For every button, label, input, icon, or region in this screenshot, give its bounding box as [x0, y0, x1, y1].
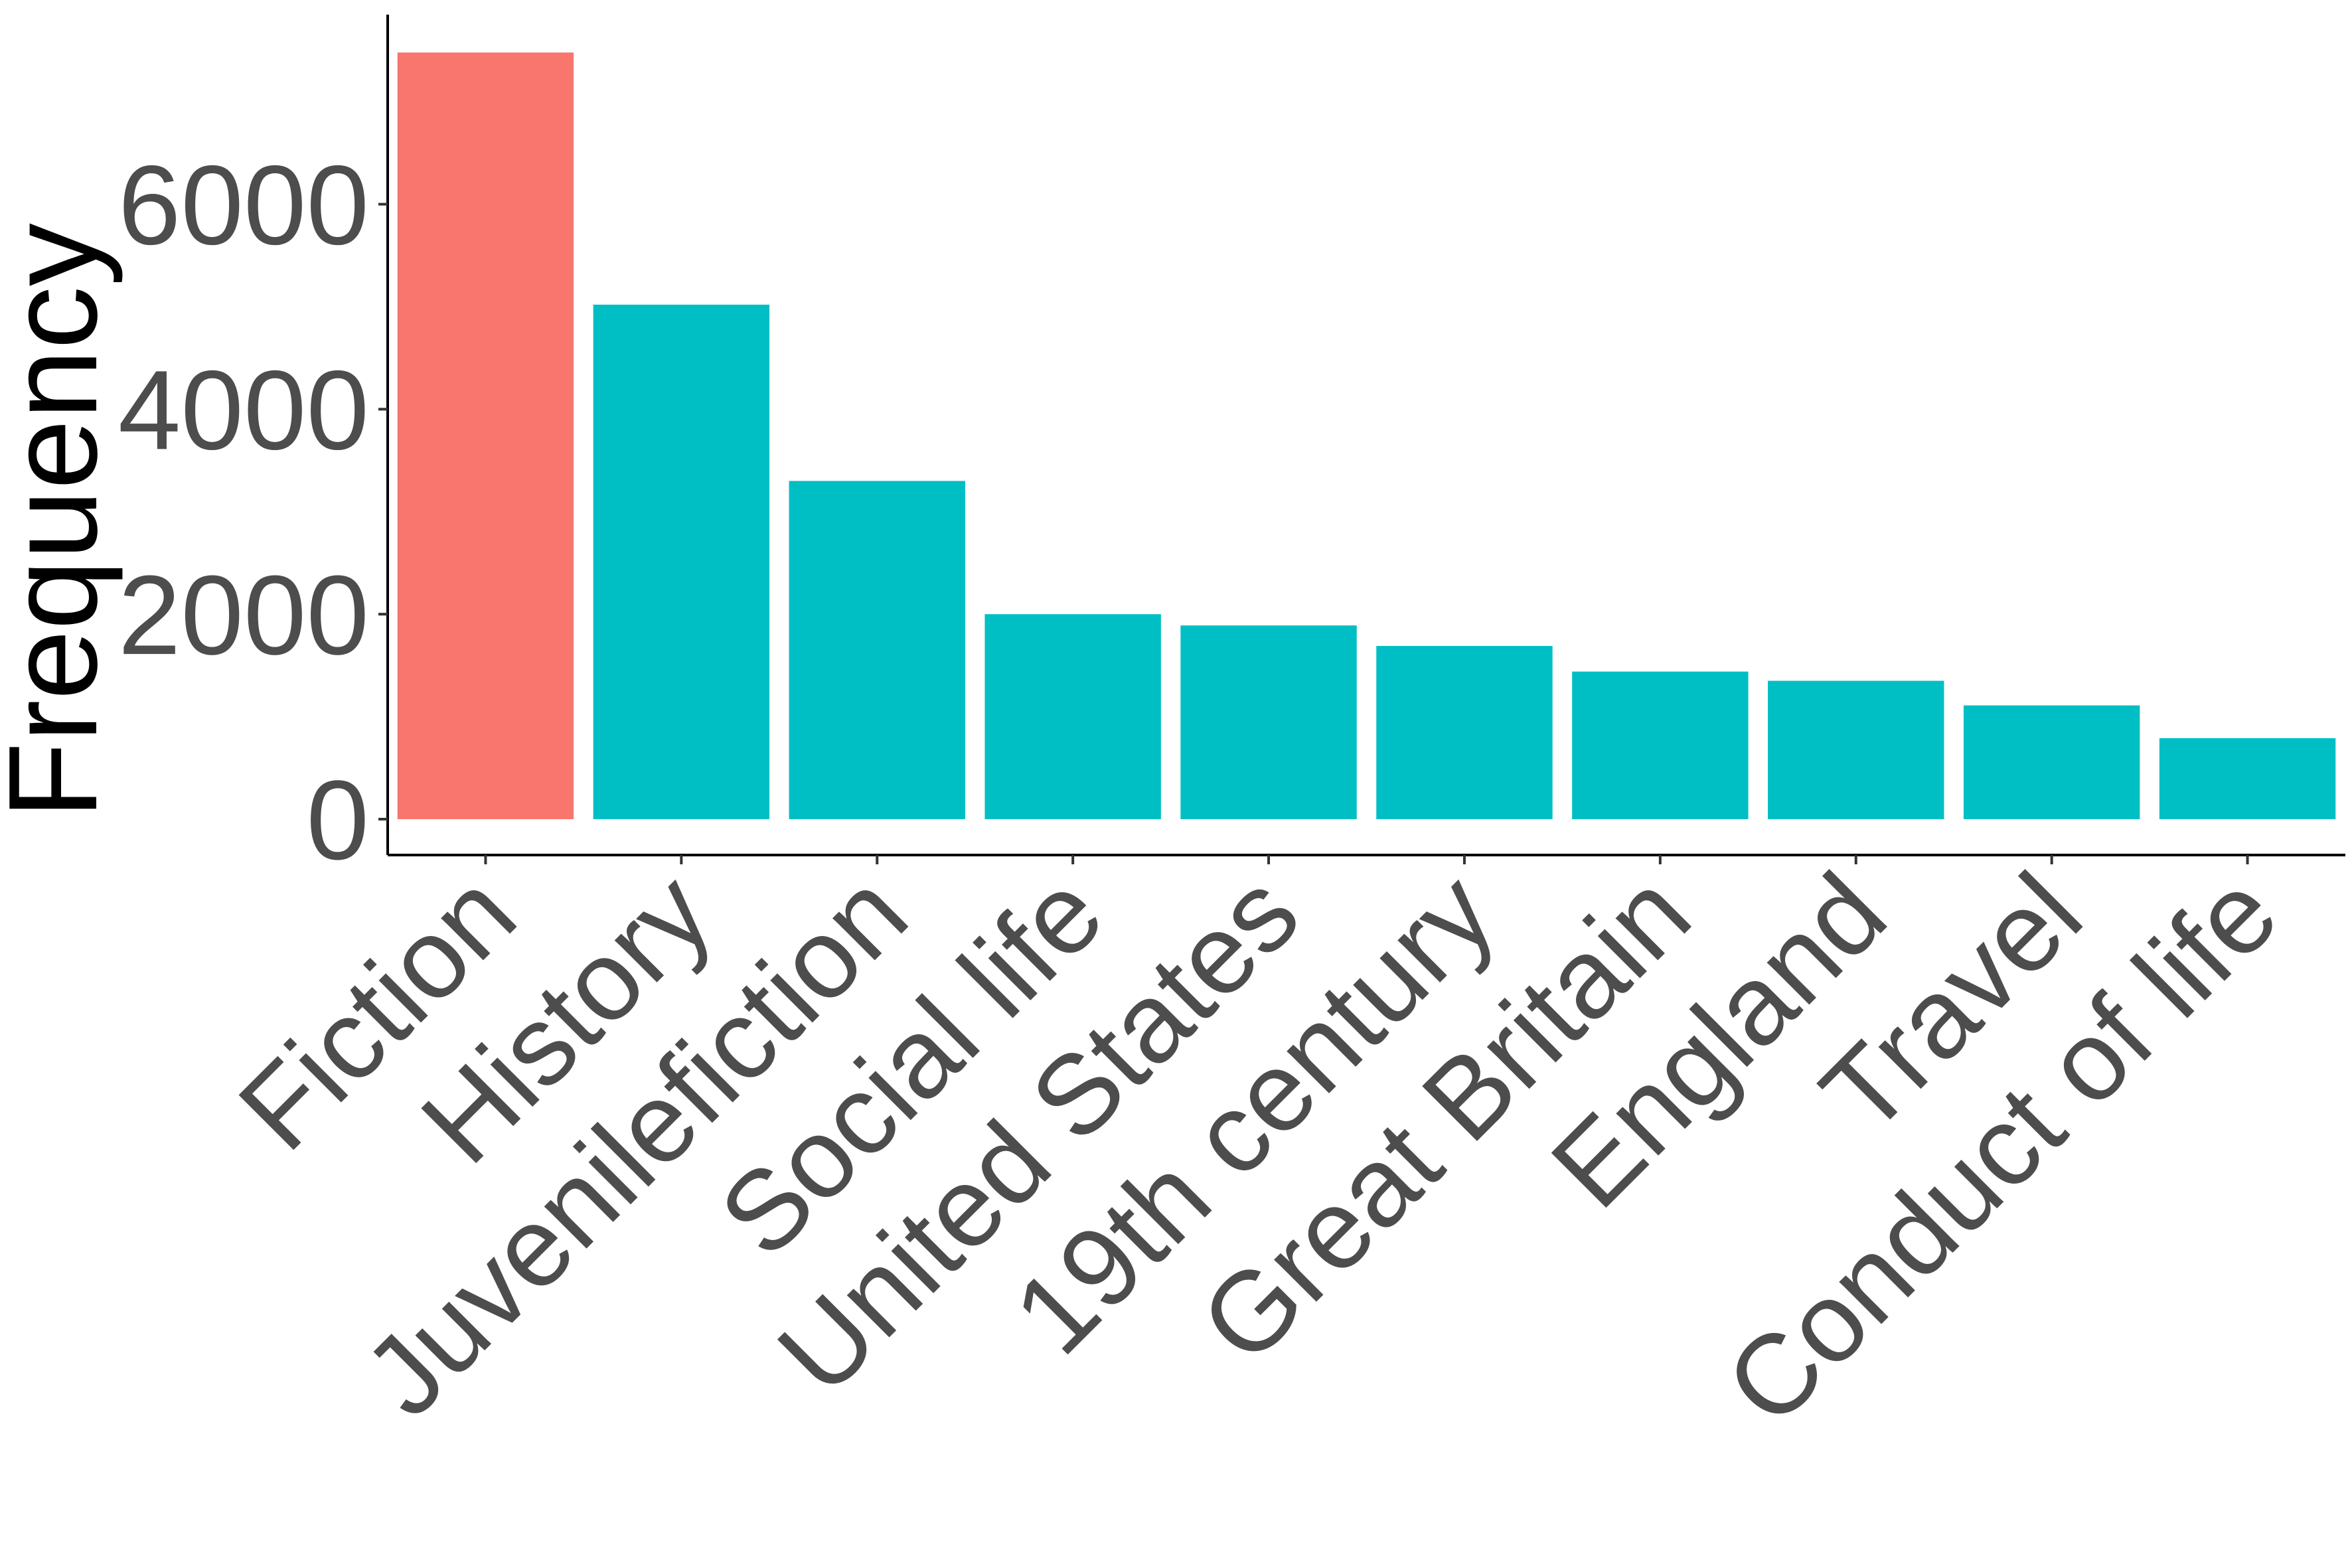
bar-great-britain — [1572, 671, 1749, 819]
bar-history — [593, 304, 770, 819]
y-axis-title: Frequency — [0, 223, 123, 819]
bar-england — [1768, 680, 1944, 819]
bars-layer — [397, 52, 2336, 819]
bar-travel — [1963, 705, 2140, 819]
bar-juvenilefiction — [789, 481, 965, 819]
bar-19th-century — [1376, 646, 1553, 819]
y-ticks-layer: 0 2000 4000 6000 — [118, 143, 388, 884]
y-tick-label: 0 — [306, 757, 369, 884]
bar-social-life — [984, 614, 1161, 819]
y-tick-label: 2000 — [118, 552, 369, 678]
y-tick-label: 4000 — [118, 347, 369, 473]
y-tick-label: 6000 — [118, 143, 369, 269]
axes-layer — [386, 15, 2345, 856]
bar-conduct-of-life — [2159, 738, 2336, 819]
bar-united-states — [1180, 625, 1357, 819]
bar-fiction — [397, 52, 574, 819]
